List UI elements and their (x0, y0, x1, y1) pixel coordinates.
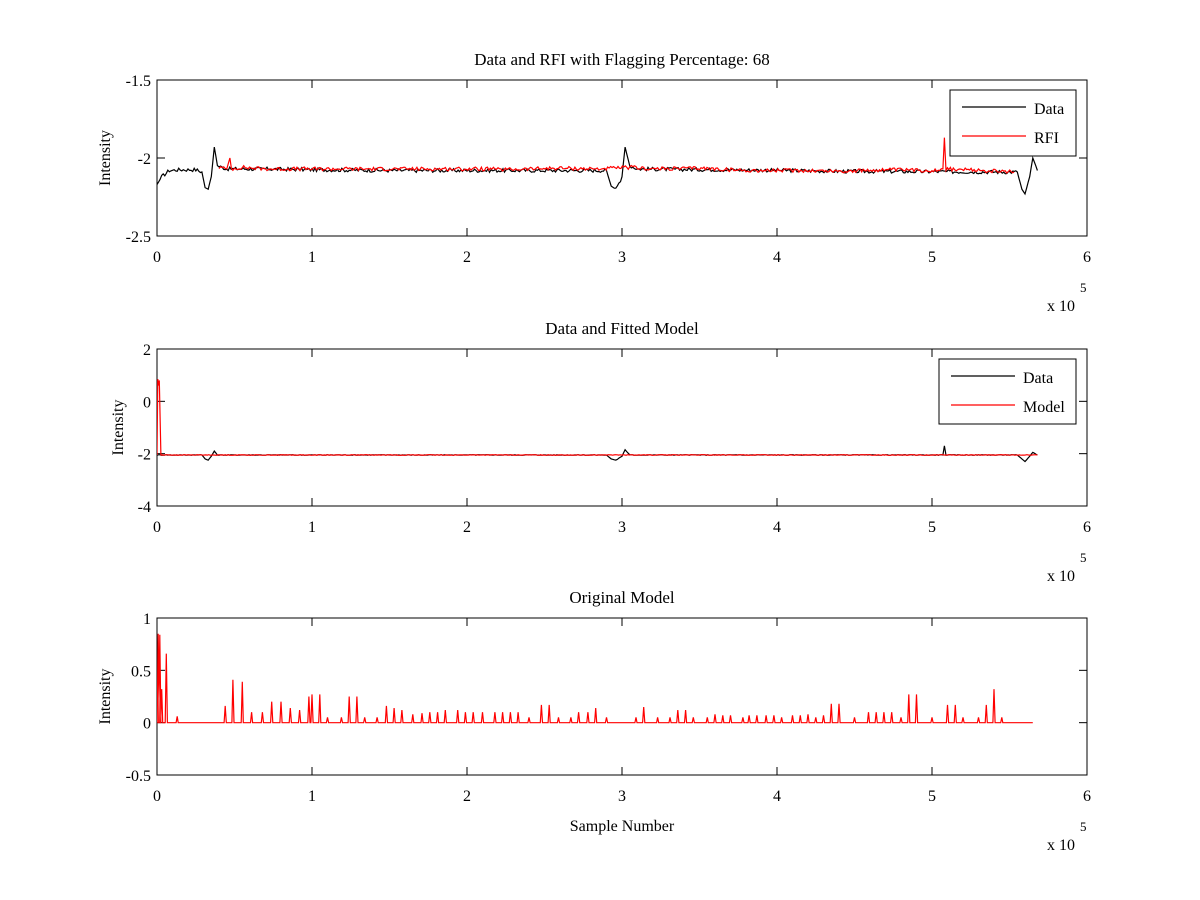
y-tick-label: 0 (143, 394, 151, 411)
y-tick-label: -4 (138, 499, 151, 516)
y-tick-label: 1 (143, 611, 151, 628)
y-tick-label: -0.5 (126, 768, 151, 785)
x-exponent-base: x 10 (1047, 298, 1075, 315)
series-line-model (157, 633, 1033, 724)
x-exponent-power: 5 (1080, 819, 1087, 834)
x-tick-label: 4 (773, 788, 781, 805)
y-tick-label: -1.5 (126, 73, 151, 90)
plot-area (156, 348, 1088, 507)
y-tick-label: 2 (143, 342, 151, 359)
plot-area (156, 79, 1088, 237)
y-tick-label: -2 (138, 151, 151, 168)
x-tick-label: 3 (618, 788, 626, 805)
x-exponent-power: 5 (1080, 280, 1087, 295)
y-axis-label: Intensity (110, 400, 127, 456)
x-exponent-base: x 10 (1047, 837, 1075, 854)
legend-entry-data: Data (1034, 101, 1064, 118)
x-tick-label: 5 (928, 519, 936, 536)
y-tick-label: -2 (138, 447, 151, 464)
x-tick-label: 2 (463, 519, 471, 536)
y-tick-label: 0.5 (131, 663, 151, 680)
x-tick-label: 3 (618, 249, 626, 266)
y-axis-label: Intensity (97, 130, 114, 186)
legend-entry-data: Data (1023, 370, 1053, 387)
chart-panel-2: Data and Fitted Model 0 1 2 3 4 5 6 2 0 -2 -4 x 10 5 I… (110, 319, 1091, 585)
legend-box (938, 358, 1077, 425)
x-tick-label: 5 (928, 249, 936, 266)
y-tick-label: 0 (143, 716, 151, 733)
x-tick-label: 2 (463, 788, 471, 805)
x-tick-label: 1 (308, 249, 316, 266)
legend-box (949, 89, 1077, 157)
x-axis-label: Sample Number (570, 818, 675, 835)
x-tick-label: 6 (1083, 788, 1091, 805)
legend-entry-rfi: RFI (1034, 130, 1059, 147)
x-tick-label: 1 (308, 519, 316, 536)
legend-entry-model: Model (1023, 399, 1065, 416)
series-line-model (157, 379, 1038, 456)
y-tick-label: -2.5 (126, 229, 151, 246)
x-tick-label: 4 (773, 249, 781, 266)
legend: Data RFI (949, 89, 1077, 157)
x-tick-label: 1 (308, 788, 316, 805)
x-tick-label: 0 (153, 249, 161, 266)
x-exponent-base: x 10 (1047, 568, 1075, 585)
x-tick-label: 6 (1083, 519, 1091, 536)
x-tick-label: 0 (153, 519, 161, 536)
chart-panel-1: Data and RFI with Flagging Percentage: 6… (97, 50, 1091, 315)
chart-title: Data and Fitted Model (545, 319, 699, 338)
series-line-rfi (218, 137, 1015, 174)
x-tick-label: 4 (773, 519, 781, 536)
x-tick-label: 2 (463, 249, 471, 266)
chart-title: Data and RFI with Flagging Percentage: 6… (474, 50, 770, 69)
x-tick-label: 5 (928, 788, 936, 805)
x-tick-label: 6 (1083, 249, 1091, 266)
y-axis-label: Intensity (97, 669, 114, 725)
plot-area (156, 617, 1088, 776)
chart-title: Original Model (569, 588, 675, 607)
x-tick-label: 0 (153, 788, 161, 805)
x-tick-label: 3 (618, 519, 626, 536)
x-exponent-power: 5 (1080, 550, 1087, 565)
legend: Data Model (938, 358, 1077, 425)
